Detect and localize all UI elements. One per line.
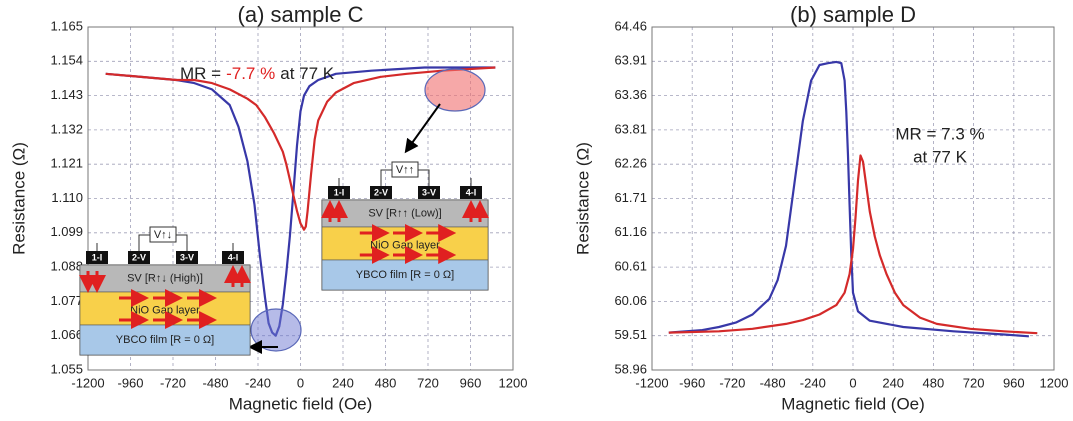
layer-label: YBCO film [R = 0 Ω]	[116, 334, 214, 346]
y-tick-label: 1.121	[50, 156, 83, 171]
pad	[86, 251, 108, 264]
y-tick-label: 63.81	[614, 121, 647, 136]
layer	[79, 324, 251, 356]
y-tick-label: 1.055	[50, 361, 83, 376]
y-axis-label: Resistance (Ω)	[9, 142, 28, 255]
y-tick-label: 1.077	[50, 293, 83, 308]
y-tick-label: 61.71	[614, 190, 647, 205]
voltmeter-label: V↑↓	[154, 229, 172, 241]
layer-label: NiO Gap layer	[370, 239, 440, 251]
pad-label: 2-V	[374, 187, 388, 197]
x-tick-label: -480	[202, 375, 228, 390]
annotation: MR = 7.3 %	[895, 124, 984, 143]
x-tick-label: 240	[882, 375, 904, 390]
x-tick-label: 0	[297, 375, 304, 390]
x-tick-label: 720	[417, 375, 439, 390]
x-tick-label: 960	[460, 375, 482, 390]
layer-label: YBCO film [R = 0 Ω]	[356, 269, 454, 281]
y-axis-label: Resistance (Ω)	[573, 142, 592, 255]
y-tick-label: 1.066	[50, 327, 83, 342]
x-tick-label: 480	[375, 375, 397, 390]
data-line	[668, 60, 1029, 338]
layer	[321, 199, 489, 228]
x-tick-label: -240	[800, 375, 826, 390]
pad-label: 1-I	[334, 187, 345, 197]
pointer-arrow	[404, 103, 441, 154]
y-tick-label: 60.61	[614, 259, 647, 274]
y-tick-label: 1.132	[50, 121, 83, 136]
annotation: at 77 K	[913, 147, 968, 166]
pad-label: 3-V	[180, 252, 194, 262]
x-tick-label: -960	[679, 375, 705, 390]
chart-title: (a) sample C	[238, 2, 364, 27]
pad-label: 4-I	[228, 252, 239, 262]
voltmeter-label: V↑↑	[396, 164, 414, 176]
pad-label: 3-V	[422, 187, 436, 197]
plot-border	[87, 26, 514, 371]
x-tick-label: -1200	[71, 375, 104, 390]
y-tick-label: 63.91	[614, 53, 647, 68]
y-tick-label: 61.16	[614, 224, 647, 239]
layer-label: SV [R↑↑ (Low)]	[368, 207, 441, 219]
x-tick-label: 960	[1003, 375, 1025, 390]
x-tick-label: 0	[849, 375, 856, 390]
x-axis-label: Magnetic field (Oe)	[229, 394, 373, 413]
x-tick-label: -960	[117, 375, 143, 390]
annotation: MR = -7.7 % at 77 K	[180, 64, 335, 83]
x-tick-label: 480	[923, 375, 945, 390]
x-axis-label: Magnetic field (Oe)	[781, 394, 925, 413]
voltmeter	[391, 161, 419, 178]
pad	[418, 186, 440, 199]
layer-label: NiO Gap layer	[130, 304, 200, 316]
layer	[79, 264, 251, 293]
x-tick-label: 720	[963, 375, 985, 390]
y-tick-label: 60.06	[614, 293, 647, 308]
highlight	[250, 308, 302, 352]
data-line	[105, 66, 496, 231]
pad	[370, 186, 392, 199]
annotation-part: at 77 K	[280, 64, 335, 83]
y-tick-label: 1.088	[50, 259, 83, 274]
chart-title: (b) sample D	[790, 2, 916, 27]
pad	[176, 251, 198, 264]
y-tick-label: 58.96	[614, 361, 647, 376]
x-tick-label: -720	[719, 375, 745, 390]
plot-border	[651, 26, 1055, 371]
layer	[321, 259, 489, 291]
pad-label: 2-V	[132, 252, 146, 262]
layer-label: SV [R↑↓ (High)]	[127, 272, 203, 284]
highlight	[424, 68, 486, 112]
y-tick-label: 59.51	[614, 327, 647, 342]
x-tick-label: 240	[332, 375, 354, 390]
x-tick-label: -1200	[635, 375, 668, 390]
pad	[222, 251, 244, 264]
voltmeter	[149, 226, 177, 243]
pad-label: 1-I	[92, 252, 103, 262]
pad	[128, 251, 150, 264]
y-tick-label: 63.36	[614, 87, 647, 102]
y-tick-label: 1.110	[51, 190, 83, 205]
y-tick-label: 1.154	[50, 53, 83, 68]
y-tick-label: 1.143	[50, 87, 83, 102]
data-line	[668, 154, 1038, 335]
y-tick-label: 1.165	[50, 18, 83, 33]
pad	[328, 186, 350, 199]
x-tick-label: -480	[760, 375, 786, 390]
pad	[460, 186, 482, 199]
y-tick-label: 1.099	[50, 224, 83, 239]
y-tick-label: 62.26	[614, 156, 647, 171]
x-tick-label: -720	[160, 375, 186, 390]
annotation-value: -7.7 %	[226, 64, 275, 83]
x-tick-label: 1200	[499, 375, 528, 390]
annotation-part: MR =	[180, 64, 221, 83]
x-tick-label: -240	[245, 375, 271, 390]
y-tick-label: 64.46	[614, 18, 647, 33]
x-tick-label: 1200	[1040, 375, 1069, 390]
pad-label: 4-I	[466, 187, 477, 197]
